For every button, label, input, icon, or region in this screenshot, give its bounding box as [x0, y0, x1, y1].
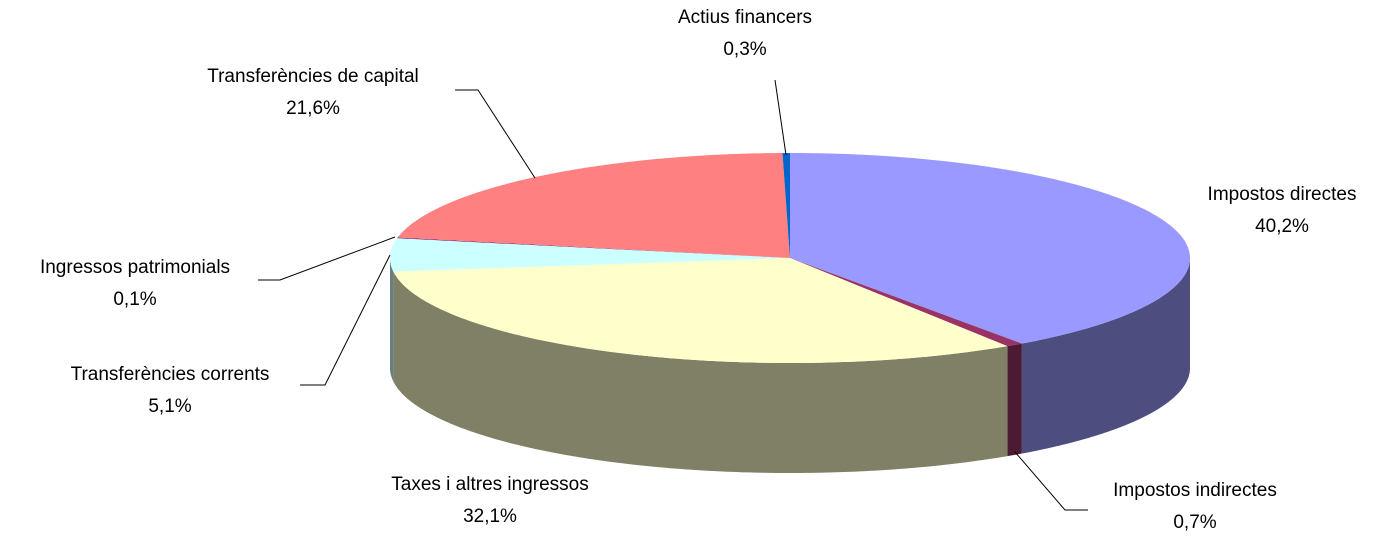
pie-side: [390, 258, 394, 382]
slice-label: Impostos directes: [1208, 184, 1357, 205]
leader-line: [300, 254, 391, 386]
pie-slice: [397, 153, 790, 258]
pie-slice: [390, 238, 790, 272]
slice-value-label: 0,7%: [1173, 512, 1216, 533]
pie-side: [1021, 258, 1190, 454]
slice-label: Transferències de capital: [207, 66, 419, 87]
pie-slice: [393, 258, 1008, 363]
slice-value-label: 0,3%: [723, 39, 766, 60]
slice-value-label: 21,6%: [286, 98, 340, 119]
slice-value-label: 32,1%: [463, 506, 517, 527]
slice-label: Taxes i altres ingressos: [391, 474, 588, 495]
slice-value-label: 40,2%: [1255, 216, 1309, 237]
slice-value-label: 0,1%: [113, 289, 156, 310]
slice-value-label: 5,1%: [148, 396, 191, 417]
slice-label: Actius financers: [678, 7, 812, 28]
leader-line: [1014, 451, 1088, 511]
pie-slice: [790, 153, 1190, 344]
pie-slice: [782, 153, 790, 258]
leader-line: [455, 89, 536, 179]
pie-slice: [397, 237, 790, 258]
leader-line: [774, 79, 787, 156]
pie-side: [393, 271, 1008, 473]
pie-slice: [790, 258, 1022, 347]
leader-line: [258, 236, 396, 281]
slice-label: Transferències corrents: [71, 364, 270, 385]
slice-label: Impostos indirectes: [1113, 480, 1277, 501]
slice-label: Ingressos patrimonials: [40, 257, 230, 278]
pie-side: [1007, 343, 1022, 457]
